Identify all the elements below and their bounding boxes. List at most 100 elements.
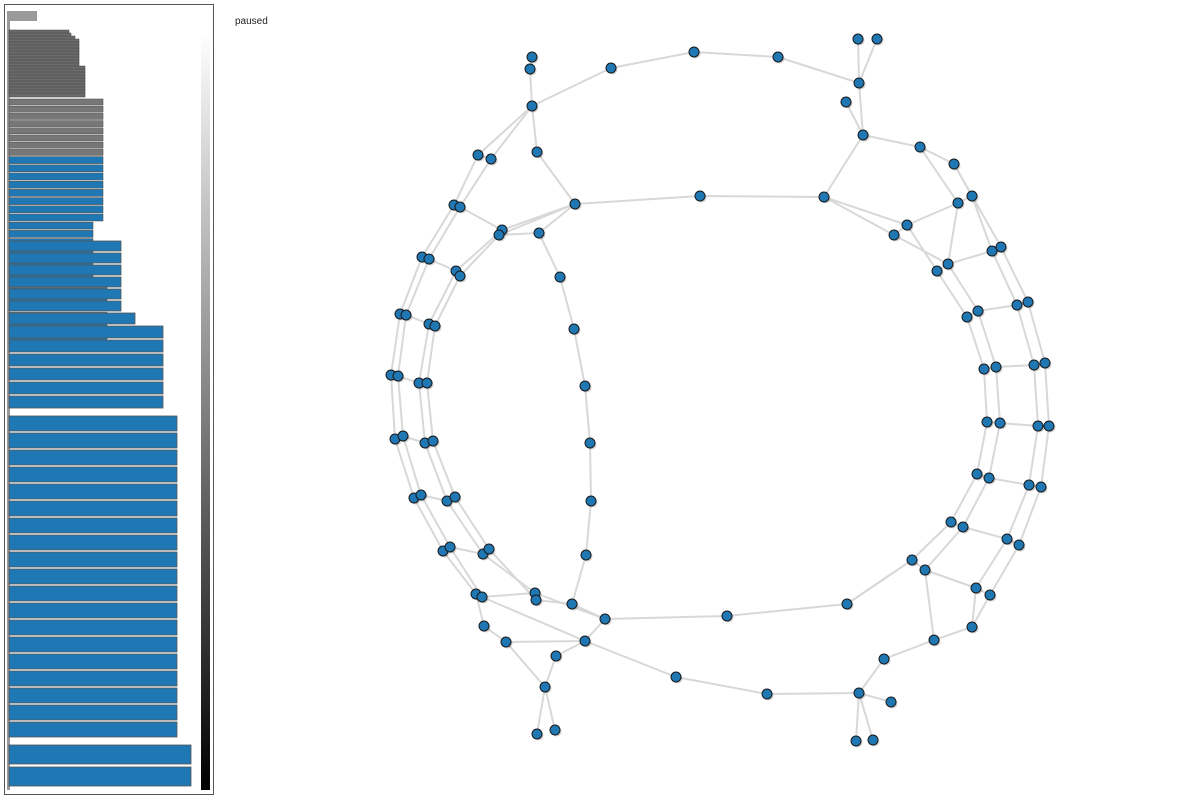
graph-node[interactable] bbox=[549, 724, 561, 736]
graph-node[interactable] bbox=[472, 149, 484, 161]
graph-node[interactable] bbox=[1023, 479, 1035, 491]
graph-node[interactable] bbox=[841, 598, 853, 610]
graph-node[interactable] bbox=[952, 197, 964, 209]
graph-node[interactable] bbox=[483, 543, 495, 555]
graph-node[interactable] bbox=[392, 370, 404, 382]
graph-node[interactable] bbox=[852, 33, 864, 45]
graph-node[interactable] bbox=[1013, 539, 1025, 551]
graph-node[interactable] bbox=[840, 96, 852, 108]
graph-node[interactable] bbox=[906, 554, 918, 566]
graph-node[interactable] bbox=[888, 229, 900, 241]
graph-node[interactable] bbox=[531, 146, 543, 158]
graph-node[interactable] bbox=[1035, 481, 1047, 493]
graph-node[interactable] bbox=[981, 416, 993, 428]
graph-node[interactable] bbox=[971, 468, 983, 480]
graph-node[interactable] bbox=[454, 201, 466, 213]
graph-node[interactable] bbox=[415, 489, 427, 501]
graph-node[interactable] bbox=[986, 245, 998, 257]
graph-node[interactable] bbox=[485, 153, 497, 165]
bar-gray bbox=[8, 134, 104, 142]
graph-node[interactable] bbox=[524, 63, 536, 75]
graph-node[interactable] bbox=[533, 227, 545, 239]
graph-node[interactable] bbox=[476, 591, 488, 603]
graph-node[interactable] bbox=[961, 311, 973, 323]
graph-node[interactable] bbox=[818, 191, 830, 203]
graph-node[interactable] bbox=[853, 77, 865, 89]
graph-node[interactable] bbox=[914, 141, 926, 153]
graph-node[interactable] bbox=[772, 51, 784, 63]
graph-node[interactable] bbox=[878, 653, 890, 665]
graph-node[interactable] bbox=[853, 687, 865, 699]
graph-node[interactable] bbox=[605, 62, 617, 74]
graph-node[interactable] bbox=[579, 635, 591, 647]
graph-node[interactable] bbox=[397, 430, 409, 442]
graph-node[interactable] bbox=[919, 564, 931, 576]
graph-node[interactable] bbox=[400, 309, 412, 321]
graph-node[interactable] bbox=[885, 696, 897, 708]
graph-node[interactable] bbox=[421, 377, 433, 389]
network-graph[interactable] bbox=[220, 0, 1200, 800]
graph-node[interactable] bbox=[957, 521, 969, 533]
graph-node[interactable] bbox=[580, 549, 592, 561]
graph-node[interactable] bbox=[449, 491, 461, 503]
graph-node[interactable] bbox=[970, 582, 982, 594]
graph-node[interactable] bbox=[984, 589, 996, 601]
graph-node[interactable] bbox=[983, 472, 995, 484]
graph-node[interactable] bbox=[526, 100, 538, 112]
graph-node[interactable] bbox=[568, 323, 580, 335]
graph-edge bbox=[405, 258, 430, 316]
graph-node[interactable] bbox=[688, 46, 700, 58]
graph-node[interactable] bbox=[928, 634, 940, 646]
graph-node[interactable] bbox=[584, 437, 596, 449]
graph-node[interactable] bbox=[530, 594, 542, 606]
graph-node[interactable] bbox=[857, 129, 869, 141]
graph-node[interactable] bbox=[1043, 420, 1055, 432]
graph-node[interactable] bbox=[444, 541, 456, 553]
graph-node[interactable] bbox=[585, 495, 597, 507]
graph-node[interactable] bbox=[871, 33, 883, 45]
graph-node[interactable] bbox=[721, 610, 733, 622]
graph-node[interactable] bbox=[1032, 420, 1044, 432]
graph-node[interactable] bbox=[994, 417, 1006, 429]
graph-node[interactable] bbox=[427, 435, 439, 447]
graph-node[interactable] bbox=[1001, 533, 1013, 545]
graph-node[interactable] bbox=[429, 320, 441, 332]
graph-node[interactable] bbox=[1011, 299, 1023, 311]
graph-node[interactable] bbox=[978, 363, 990, 375]
graph-node[interactable] bbox=[526, 51, 538, 63]
graph-node[interactable] bbox=[966, 621, 978, 633]
graph-node[interactable] bbox=[599, 613, 611, 625]
graph-node[interactable] bbox=[454, 270, 466, 282]
graph-node[interactable] bbox=[966, 190, 978, 202]
graph-node[interactable] bbox=[539, 681, 551, 693]
graph-node[interactable] bbox=[566, 598, 578, 610]
graph-node[interactable] bbox=[531, 728, 543, 740]
graph-node[interactable] bbox=[694, 190, 706, 202]
graph-node[interactable] bbox=[554, 271, 566, 283]
graph-node[interactable] bbox=[948, 158, 960, 170]
bar-blue bbox=[8, 466, 178, 483]
graph-node[interactable] bbox=[761, 688, 773, 700]
graph-node[interactable] bbox=[550, 650, 562, 662]
graph-node[interactable] bbox=[1028, 359, 1040, 371]
graph-node[interactable] bbox=[972, 305, 984, 317]
graph-node[interactable] bbox=[867, 734, 879, 746]
graph-node[interactable] bbox=[579, 380, 591, 392]
graph-node[interactable] bbox=[493, 229, 505, 241]
graph-node[interactable] bbox=[478, 620, 490, 632]
graph-node[interactable] bbox=[670, 671, 682, 683]
graph-node[interactable] bbox=[931, 265, 943, 277]
graph-node[interactable] bbox=[942, 258, 954, 270]
graph-node[interactable] bbox=[1022, 296, 1034, 308]
graph-node[interactable] bbox=[945, 516, 957, 528]
graph-node[interactable] bbox=[850, 735, 862, 747]
graph-node[interactable] bbox=[1039, 357, 1051, 369]
graph-node[interactable] bbox=[569, 198, 581, 210]
graph-node[interactable] bbox=[901, 219, 913, 231]
graph-node[interactable] bbox=[423, 253, 435, 265]
graph-node[interactable] bbox=[995, 241, 1007, 253]
graph-node[interactable] bbox=[500, 636, 512, 648]
graph-edge bbox=[571, 554, 587, 605]
graph-edge bbox=[971, 594, 991, 628]
graph-node[interactable] bbox=[990, 361, 1002, 373]
